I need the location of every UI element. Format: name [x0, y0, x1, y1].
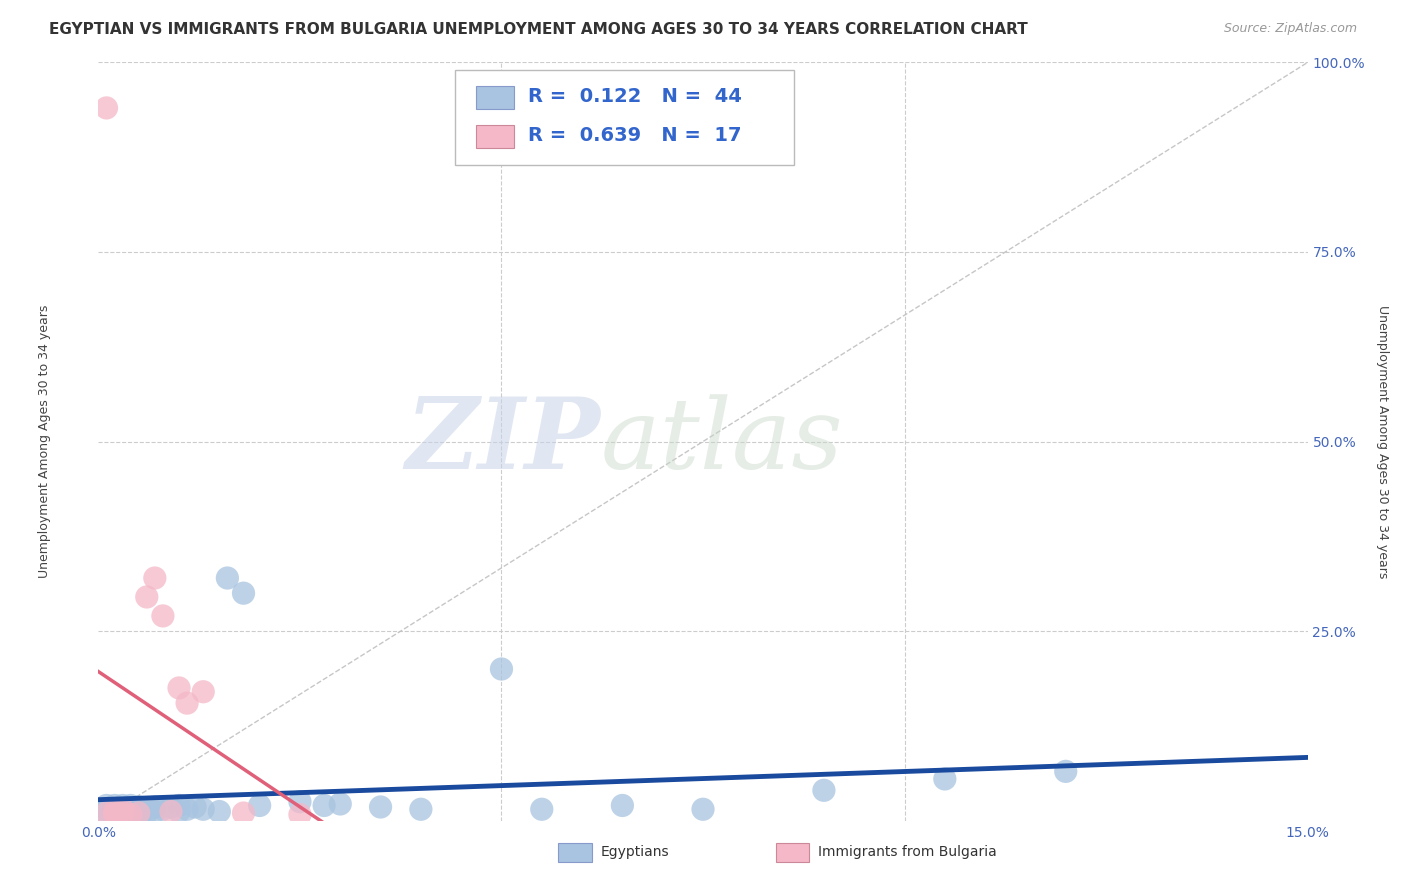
Point [143, 805, 166, 819]
Point [167, 798, 190, 813]
Point [143, 571, 166, 585]
Text: R =  0.639   N =  17: R = 0.639 N = 17 [527, 127, 741, 145]
Text: Immigrants from Bulgaria: Immigrants from Bulgaria [818, 846, 997, 860]
Text: atlas: atlas [600, 394, 844, 489]
Point [491, 662, 513, 676]
Point [111, 807, 134, 822]
Point [128, 800, 150, 814]
Point [314, 798, 336, 813]
Point [934, 772, 956, 786]
Point [217, 571, 239, 585]
Point [111, 798, 134, 813]
Point [120, 806, 142, 821]
Point [160, 805, 183, 819]
Point [111, 806, 134, 821]
Point [160, 800, 183, 814]
Point [249, 798, 271, 813]
Point [409, 802, 432, 816]
Point [120, 802, 142, 816]
Bar [475, 126, 515, 148]
Point [167, 805, 190, 819]
Point [370, 800, 392, 814]
Point [329, 797, 352, 811]
Bar [776, 844, 810, 863]
Text: Unemployment Among Ages 30 to 34 years: Unemployment Among Ages 30 to 34 years [38, 305, 51, 578]
Text: R =  0.122   N =  44: R = 0.122 N = 44 [527, 87, 741, 106]
Point [96, 806, 118, 821]
Point [96, 798, 118, 813]
Point [193, 685, 215, 699]
Point [208, 805, 231, 819]
Point [176, 802, 198, 816]
Point [103, 806, 125, 821]
Point [232, 586, 254, 600]
Point [103, 807, 125, 822]
Point [143, 800, 166, 814]
Point [128, 807, 150, 822]
Point [111, 802, 134, 816]
Point [184, 800, 207, 814]
Point [103, 802, 125, 816]
Point [103, 810, 125, 824]
Point [692, 802, 714, 816]
Point [288, 807, 311, 822]
Point [135, 806, 157, 821]
Point [176, 696, 198, 710]
Point [288, 795, 311, 809]
Bar [558, 844, 592, 863]
Point [135, 802, 157, 816]
Point [96, 806, 118, 821]
Point [96, 101, 118, 115]
Point [103, 805, 125, 819]
Point [120, 807, 142, 822]
Point [152, 608, 174, 623]
Point [193, 802, 215, 816]
Point [128, 805, 150, 819]
Text: Egyptians: Egyptians [600, 846, 669, 860]
FancyBboxPatch shape [456, 70, 793, 165]
Bar [475, 86, 515, 109]
Point [813, 783, 835, 797]
Point [128, 806, 150, 821]
Point [530, 802, 553, 816]
Point [167, 681, 190, 695]
Text: EGYPTIAN VS IMMIGRANTS FROM BULGARIA UNEMPLOYMENT AMONG AGES 30 TO 34 YEARS CORR: EGYPTIAN VS IMMIGRANTS FROM BULGARIA UNE… [49, 22, 1028, 37]
Y-axis label: Unemployment Among Ages 30 to 34 years: Unemployment Among Ages 30 to 34 years [1376, 305, 1389, 578]
Point [135, 590, 157, 604]
Text: ZIP: ZIP [405, 393, 600, 490]
Point [152, 802, 174, 816]
Point [1054, 764, 1077, 779]
Point [612, 798, 634, 813]
Point [232, 806, 254, 821]
Point [103, 798, 125, 813]
Text: Source: ZipAtlas.com: Source: ZipAtlas.com [1223, 22, 1357, 36]
Point [111, 801, 134, 815]
Point [120, 798, 142, 813]
Point [96, 802, 118, 816]
Point [111, 805, 134, 819]
